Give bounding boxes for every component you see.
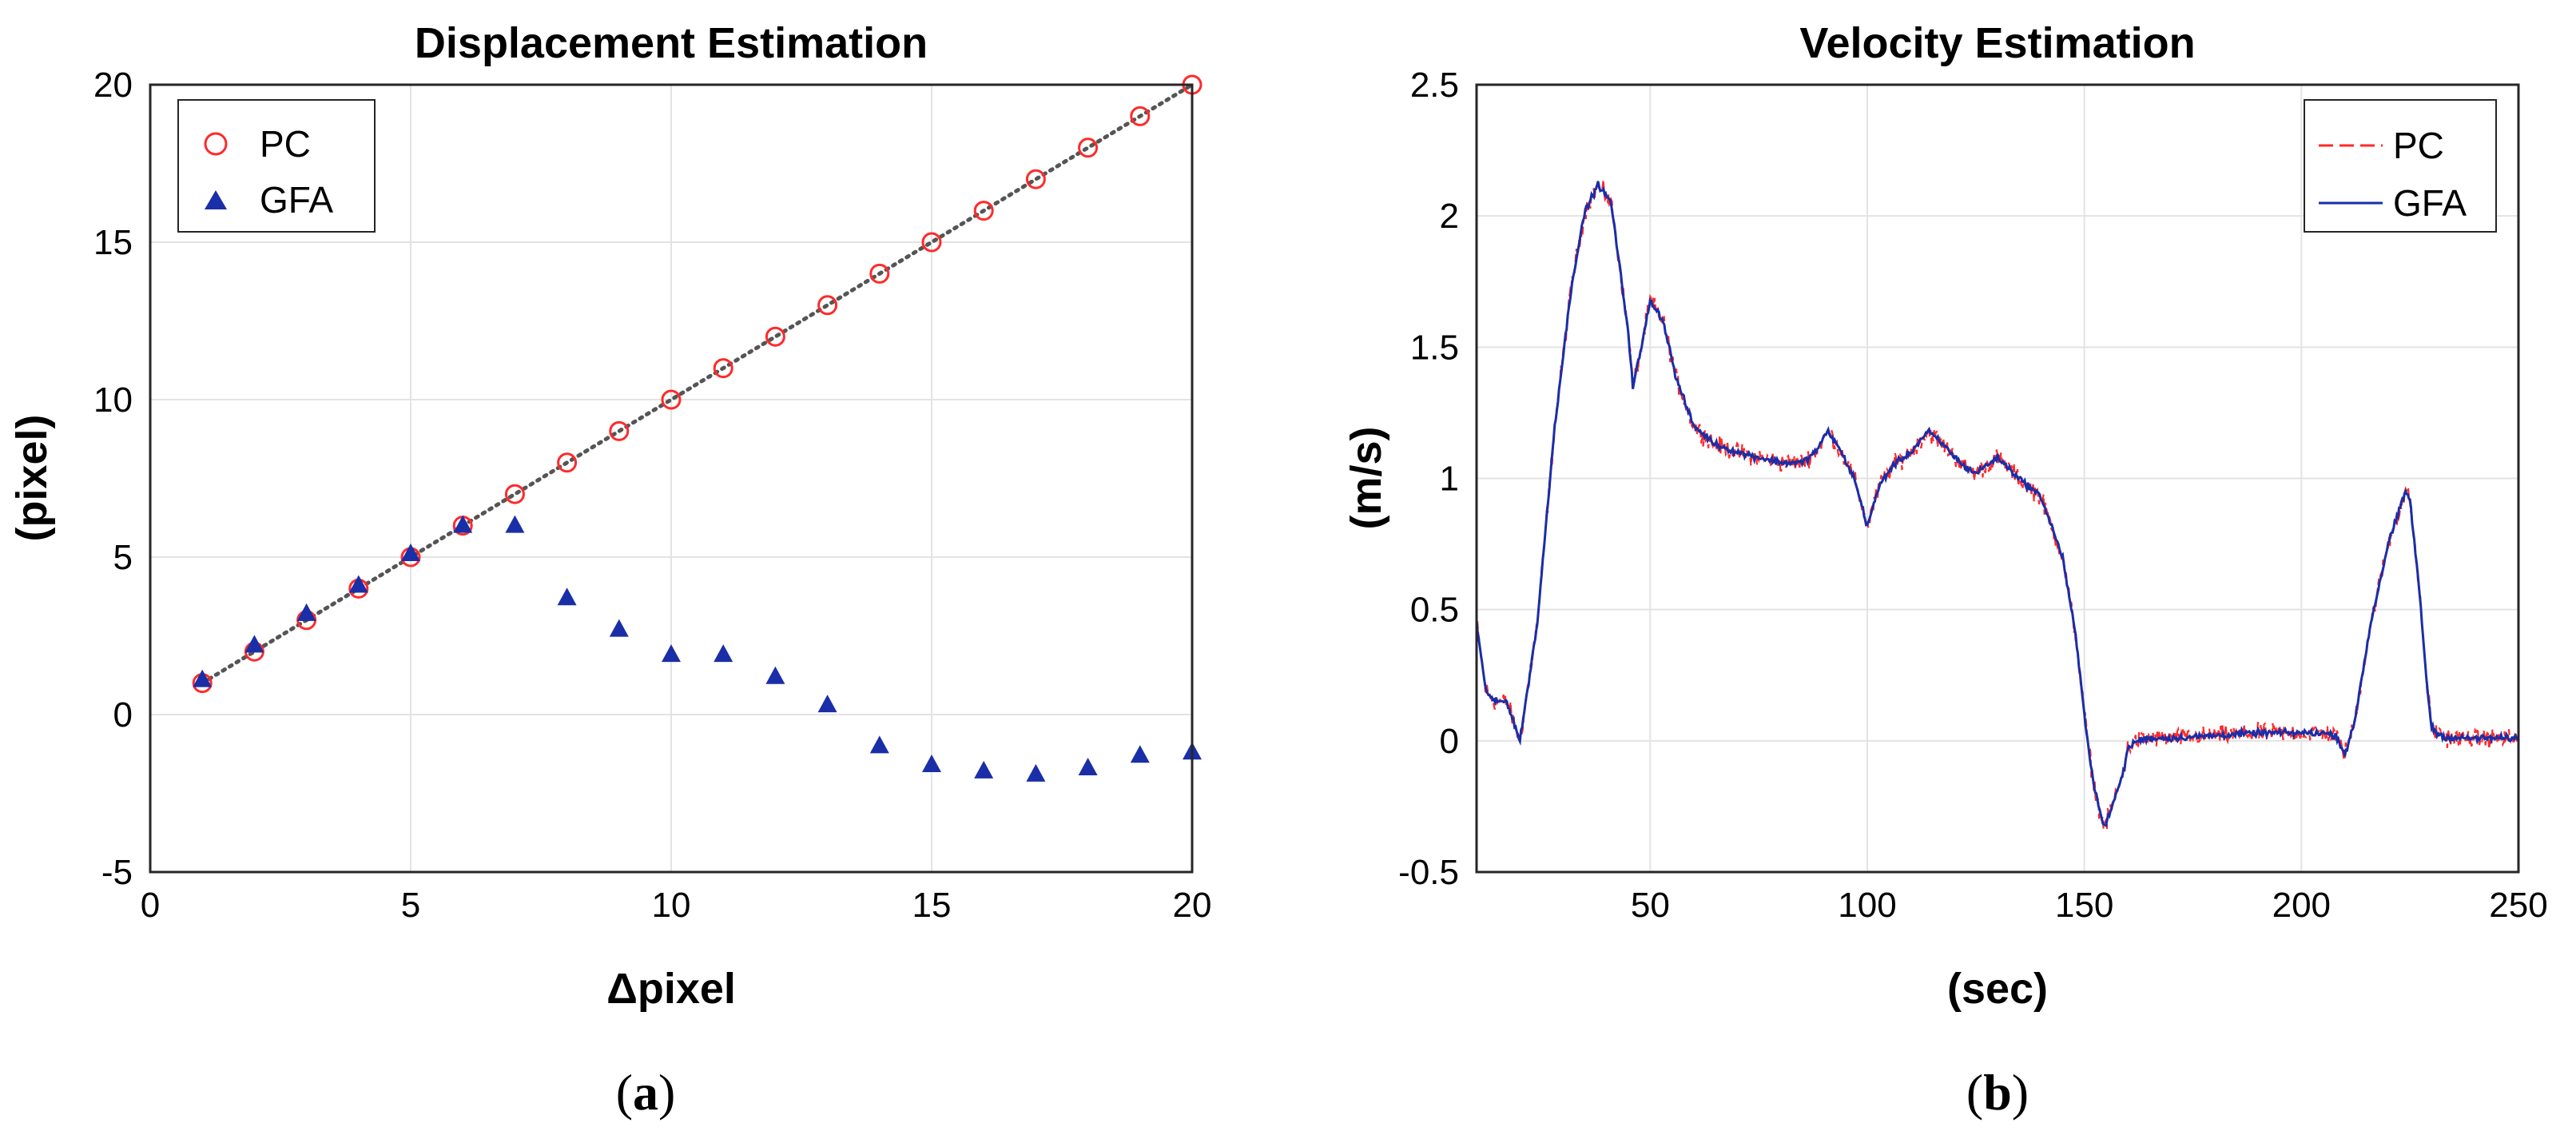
gfa-point	[244, 635, 264, 653]
gfa-point	[974, 760, 994, 779]
legend-pc-marker	[204, 132, 228, 156]
pc-point	[765, 326, 785, 347]
plot-frame	[1475, 83, 2520, 874]
legend: PC GFA	[2304, 99, 2497, 233]
gfa-point	[296, 603, 316, 621]
pc-point	[1078, 137, 1099, 158]
pc-point	[557, 452, 578, 473]
pc-point	[504, 484, 525, 504]
gfa-point	[869, 735, 889, 754]
y-tick-label: 1	[1440, 460, 1459, 499]
x-tick-label: 20	[1173, 886, 1212, 925]
y-tick-label: 0	[113, 695, 133, 735]
x-axis-label: Δpixel	[606, 965, 736, 1013]
y-tick-label: 2.5	[1410, 66, 1459, 105]
y-tick-label: -5	[101, 853, 133, 892]
legend-pc-label: PC	[260, 123, 311, 165]
gfa-point	[817, 695, 837, 713]
pc-point	[609, 420, 630, 441]
chart-title: Displacement Estimation	[415, 19, 928, 67]
gfa-point	[1130, 745, 1150, 763]
reference-line-path	[200, 82, 1195, 686]
x-tick-label: 100	[1838, 886, 1896, 925]
gfa-point	[193, 669, 213, 687]
panel-label-a: (a)	[616, 1064, 676, 1121]
legend-pc-label: PC	[2393, 125, 2444, 166]
pc-point	[713, 358, 733, 379]
panel-label-b: (b)	[1966, 1064, 2029, 1121]
axis-ticks: 50 100 150 200 250 -0.5 0 0.5 1 1.5 2 2.5	[1398, 66, 2548, 925]
x-tick-label: 10	[652, 886, 691, 925]
pc-point	[817, 295, 838, 316]
y-tick-label: 20	[93, 66, 133, 105]
y-tick-label: 10	[93, 380, 133, 420]
pc-point	[1130, 106, 1151, 126]
legend-gfa-label: GFA	[260, 179, 333, 221]
y-tick-label: 15	[93, 223, 133, 262]
gfa-point	[348, 575, 368, 593]
x-tick-label: 200	[2272, 886, 2331, 925]
gfa-point	[453, 515, 473, 533]
pc-point	[973, 201, 994, 221]
gfa-point	[922, 755, 941, 773]
gfa-point	[401, 544, 420, 562]
series-pc-line	[1476, 180, 2520, 830]
gfa-point	[1078, 757, 1098, 775]
y-axis-label: (m/s)	[1342, 426, 1390, 529]
pc-point	[1025, 169, 1046, 189]
legend-gfa-label: GFA	[2393, 182, 2467, 224]
velocity-chart: 50 100 150 200 250 -0.5 0 0.5 1 1.5 2 2.5 Velocity …	[1342, 19, 2548, 1121]
gfa-point	[557, 587, 577, 606]
y-tick-label: 0.5	[1410, 591, 1459, 630]
x-tick-label: 250	[2489, 886, 2547, 925]
legend: PC GFA	[177, 99, 376, 233]
gfa-point	[1026, 763, 1046, 782]
chart-title: Velocity Estimation	[1799, 19, 2195, 67]
gfa-point	[765, 666, 785, 684]
x-tick-label: 150	[2055, 886, 2113, 925]
plot-frame	[149, 83, 1194, 874]
x-tick-label: 0	[141, 886, 160, 925]
y-axis-label: (pixel)	[8, 414, 56, 541]
legend-gfa-marker	[205, 190, 227, 209]
y-tick-label: 0	[1440, 722, 1459, 761]
gfa-point	[609, 619, 629, 637]
legend-box	[2304, 99, 2497, 233]
series-gfa	[193, 515, 1202, 782]
x-axis-label: (sec)	[1947, 965, 2048, 1013]
reference-line	[200, 82, 1195, 686]
series-gfa-line	[1475, 181, 2520, 827]
x-tick-label: 5	[401, 886, 420, 925]
y-tick-label: -0.5	[1398, 853, 1459, 892]
pc-point	[869, 263, 890, 284]
pc-point	[661, 389, 682, 410]
y-tick-label: 1.5	[1410, 328, 1459, 367]
gfa-point	[662, 644, 681, 663]
pc-point	[921, 232, 942, 253]
legend-box	[177, 99, 376, 233]
y-tick-label: 2	[1440, 197, 1459, 236]
x-tick-label: 15	[912, 886, 952, 925]
y-tick-label: 5	[113, 538, 133, 577]
gfa-point	[505, 515, 525, 533]
x-tick-label: 50	[1631, 886, 1670, 925]
gfa-point	[714, 644, 733, 663]
